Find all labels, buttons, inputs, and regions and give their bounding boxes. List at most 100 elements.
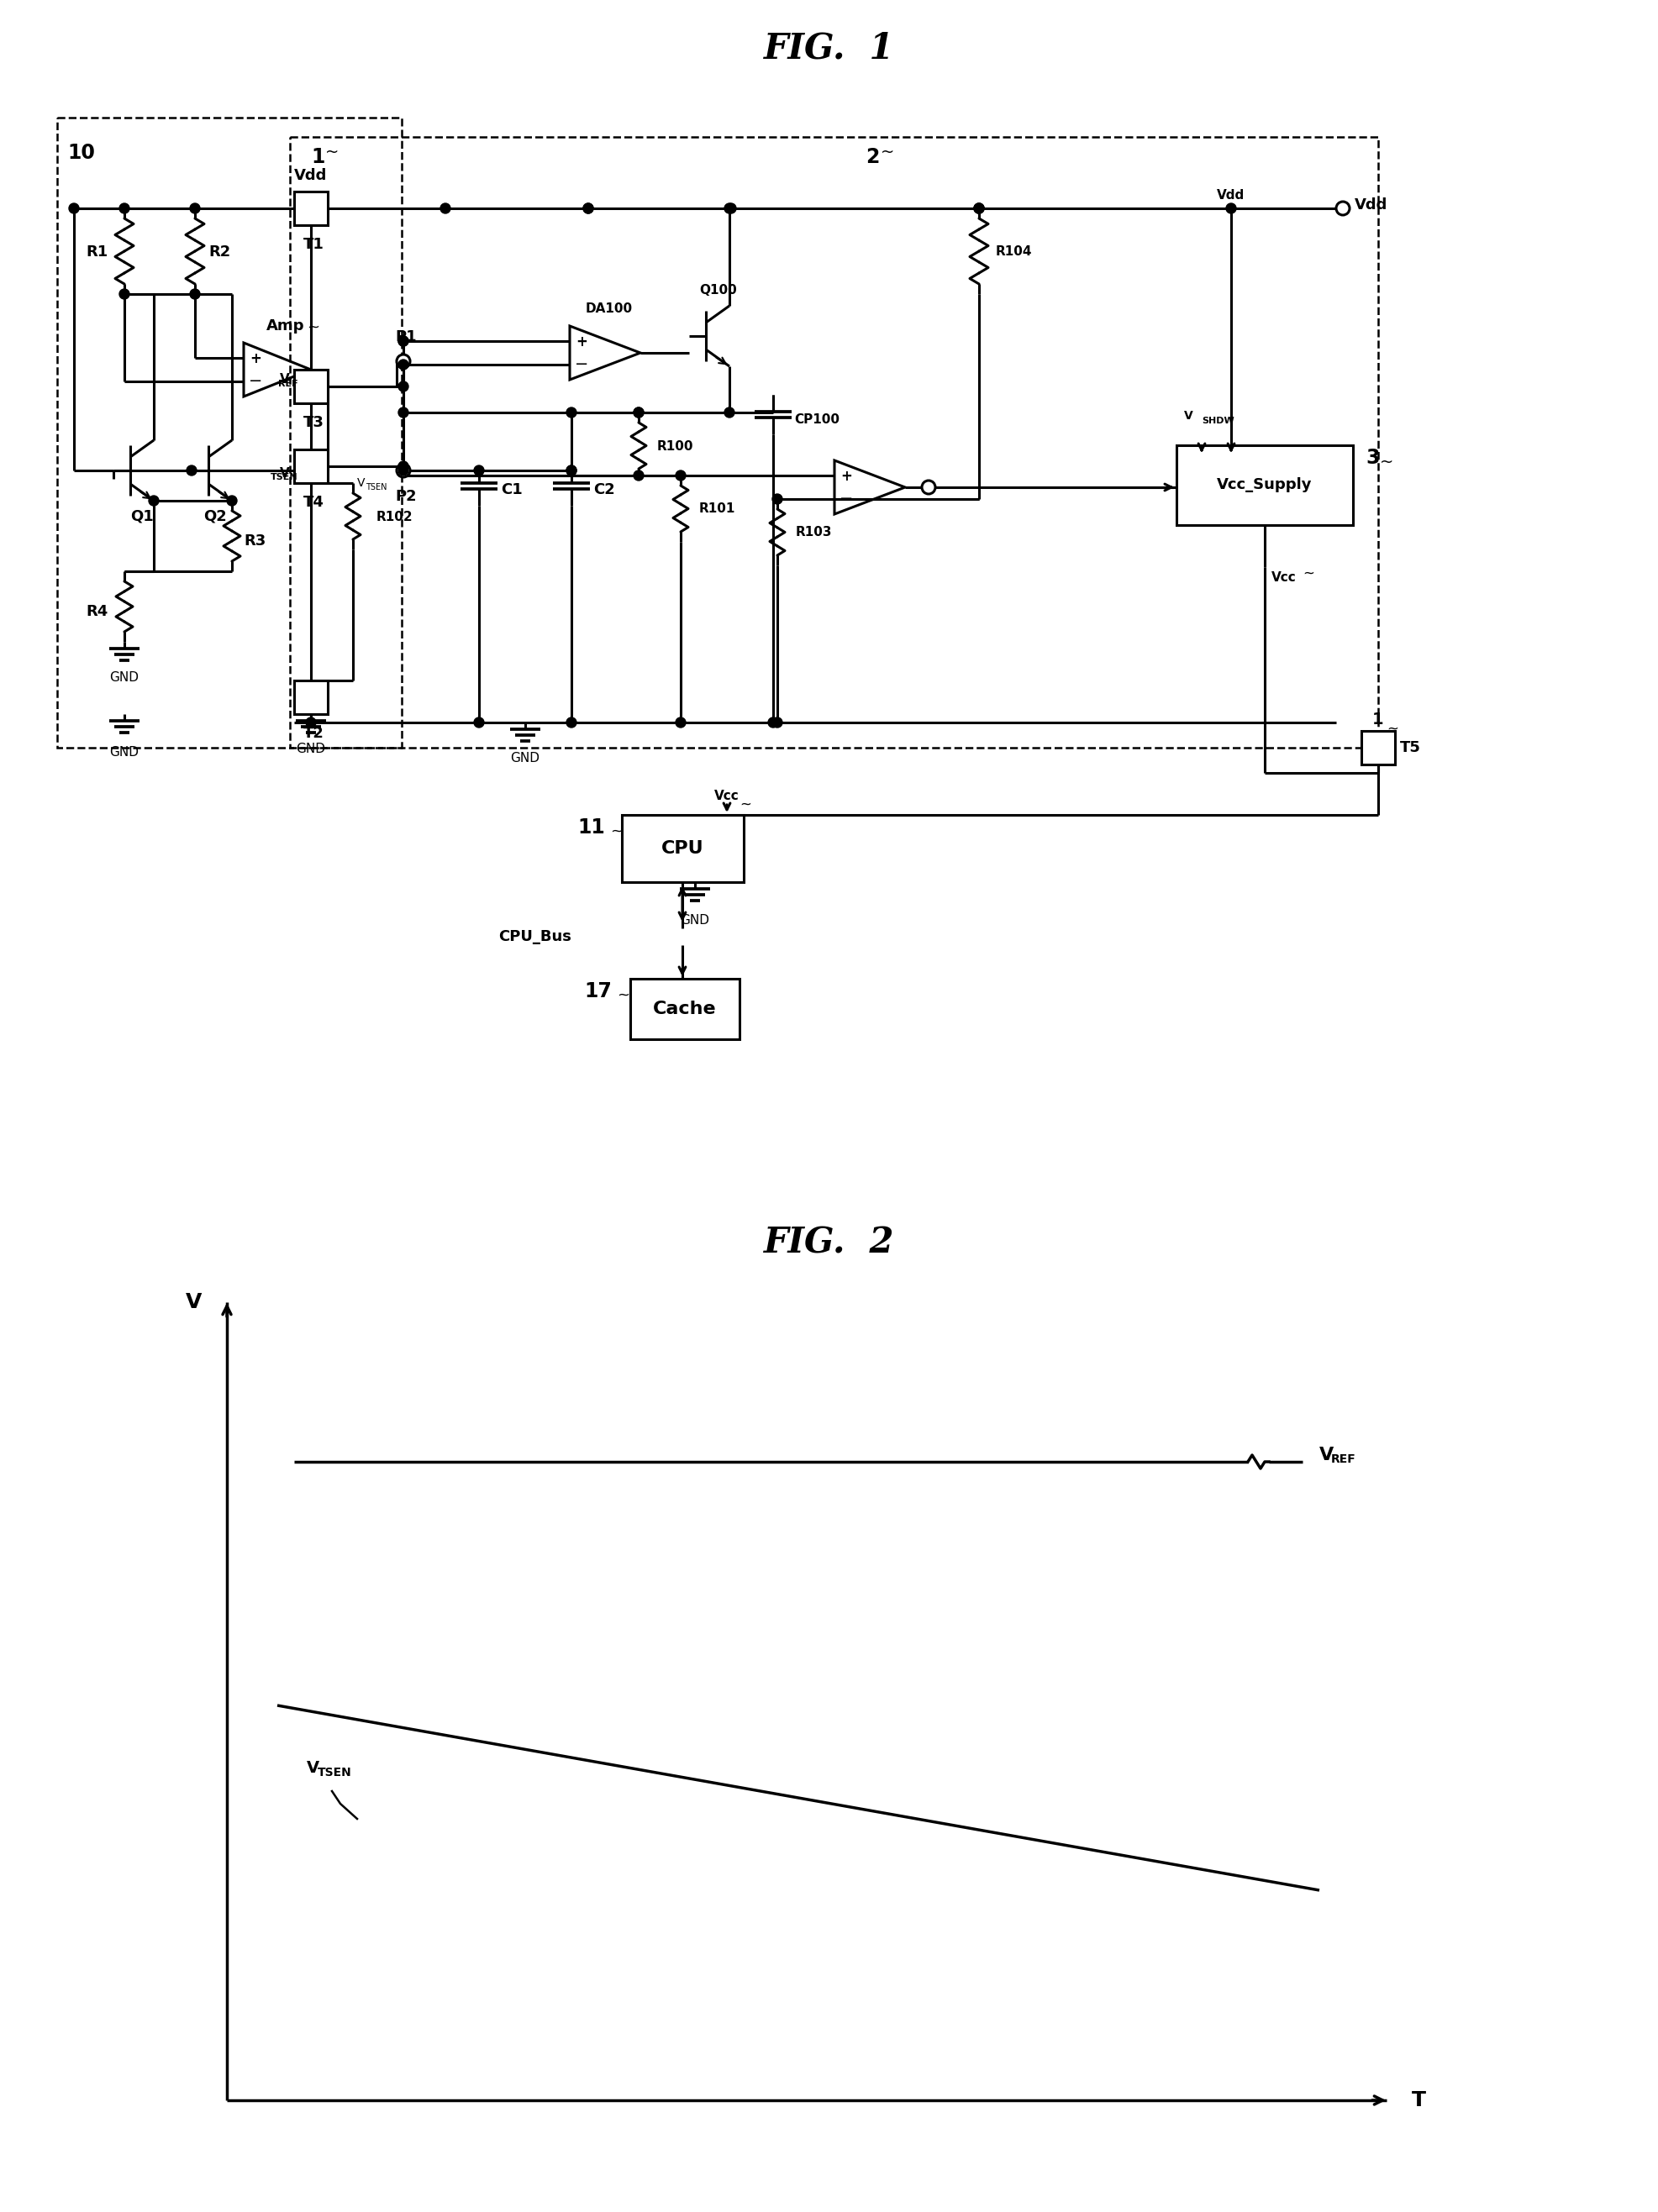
Circle shape: [675, 717, 685, 728]
Text: V: V: [280, 374, 290, 387]
Text: T5: T5: [1399, 741, 1421, 754]
Text: GND: GND: [297, 743, 325, 754]
Text: C2: C2: [594, 482, 615, 498]
Text: Cache: Cache: [653, 1000, 716, 1018]
Text: TSEN: TSEN: [270, 473, 298, 482]
Text: REF: REF: [279, 380, 298, 387]
Circle shape: [396, 354, 410, 367]
Text: Vdd: Vdd: [1355, 197, 1388, 212]
Circle shape: [768, 717, 778, 728]
Text: 2: 2: [865, 146, 879, 168]
Text: R2: R2: [209, 246, 230, 259]
Text: R3: R3: [244, 533, 267, 549]
Text: 3: 3: [1365, 447, 1379, 469]
Circle shape: [726, 204, 736, 212]
Circle shape: [189, 290, 201, 299]
Text: ~: ~: [325, 144, 338, 159]
Circle shape: [773, 493, 783, 504]
Circle shape: [398, 465, 408, 476]
Circle shape: [633, 471, 643, 480]
Text: 11: 11: [577, 818, 605, 838]
Text: 1: 1: [310, 146, 325, 168]
Circle shape: [398, 380, 408, 392]
Text: R104: R104: [995, 246, 1031, 259]
Text: +: +: [249, 352, 262, 367]
Text: R4: R4: [86, 604, 108, 619]
Text: T1: T1: [303, 237, 323, 252]
Text: T2: T2: [303, 726, 323, 741]
Text: P2: P2: [395, 489, 416, 504]
Circle shape: [1335, 201, 1350, 215]
Circle shape: [186, 465, 197, 476]
Circle shape: [675, 471, 685, 480]
Text: V: V: [186, 1292, 202, 1312]
Text: Q1: Q1: [131, 509, 154, 524]
Text: ~: ~: [1379, 453, 1393, 469]
Bar: [1361, 730, 1394, 765]
Circle shape: [1225, 204, 1235, 212]
Bar: [293, 449, 328, 482]
Text: T3: T3: [303, 416, 323, 429]
Text: −: −: [249, 372, 262, 389]
Circle shape: [565, 407, 577, 418]
Circle shape: [773, 717, 783, 728]
Text: Amp: Amp: [267, 319, 305, 334]
Text: R101: R101: [698, 502, 734, 515]
Circle shape: [189, 204, 201, 212]
Text: V: V: [1184, 409, 1192, 422]
Text: C1: C1: [501, 482, 522, 498]
Circle shape: [474, 465, 484, 476]
Text: ~: ~: [307, 321, 320, 336]
Circle shape: [396, 465, 410, 478]
Bar: [293, 192, 328, 226]
Text: FIG.  2: FIG. 2: [764, 1225, 894, 1261]
Text: Vcc_Supply: Vcc_Supply: [1217, 478, 1311, 493]
Text: ~: ~: [739, 796, 751, 812]
Circle shape: [70, 204, 80, 212]
Text: T4: T4: [303, 495, 323, 511]
Bar: [293, 369, 328, 403]
Circle shape: [565, 717, 577, 728]
Circle shape: [633, 407, 643, 418]
Circle shape: [565, 465, 577, 476]
Circle shape: [398, 462, 408, 471]
Bar: [630, 978, 739, 1040]
Circle shape: [398, 336, 408, 345]
Text: T: T: [1411, 2090, 1426, 2110]
Text: R102: R102: [376, 511, 413, 522]
Text: −: −: [839, 491, 852, 507]
Text: ~: ~: [1302, 566, 1313, 582]
Text: Q2: Q2: [204, 509, 227, 524]
Circle shape: [725, 407, 734, 418]
Text: ~: ~: [617, 989, 628, 1002]
Circle shape: [725, 204, 734, 212]
Circle shape: [565, 465, 577, 476]
Text: FIG.  1: FIG. 1: [764, 31, 894, 66]
Text: Vdd: Vdd: [293, 168, 327, 184]
Text: GND: GND: [511, 752, 539, 765]
Text: GND: GND: [680, 914, 710, 927]
Text: Vcc: Vcc: [715, 790, 739, 803]
Text: TSEN: TSEN: [317, 1767, 351, 1778]
Text: +: +: [841, 469, 852, 484]
Text: GND: GND: [109, 745, 139, 759]
Text: V: V: [1318, 1447, 1333, 1464]
Text: DA100: DA100: [585, 303, 632, 316]
Circle shape: [973, 204, 983, 212]
Text: ~: ~: [1386, 721, 1398, 737]
Circle shape: [398, 361, 408, 369]
Text: REF: REF: [1330, 1453, 1356, 1464]
Bar: [622, 814, 743, 883]
Bar: [293, 681, 328, 714]
Text: ~: ~: [610, 825, 622, 838]
Circle shape: [398, 407, 408, 418]
Text: Vcc: Vcc: [1270, 571, 1297, 584]
Text: 1: 1: [1371, 712, 1383, 728]
Text: R100: R100: [657, 440, 693, 453]
Circle shape: [584, 204, 594, 212]
Text: +: +: [575, 334, 587, 349]
Circle shape: [584, 204, 594, 212]
Circle shape: [633, 407, 643, 418]
Circle shape: [973, 204, 983, 212]
Text: SHDW: SHDW: [1200, 416, 1234, 425]
